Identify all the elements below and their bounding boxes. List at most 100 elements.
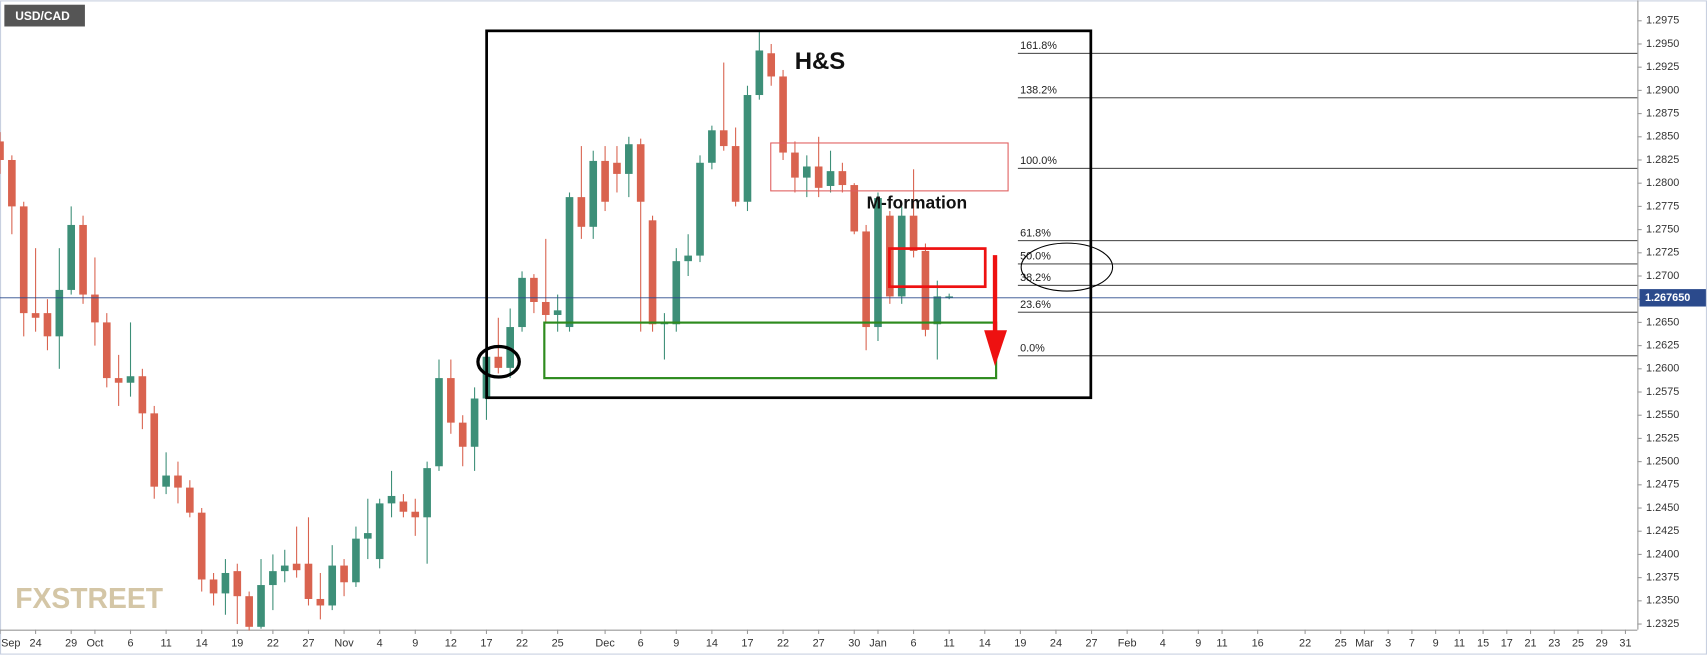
y-tick-label: 1.2575 [1646, 386, 1679, 398]
y-tick-label: 1.2925 [1646, 61, 1679, 73]
x-tick-label: 9 [1195, 638, 1201, 650]
candle-body [838, 171, 847, 186]
candle-body [43, 313, 52, 337]
x-tick-label: 25 [1335, 638, 1347, 650]
fib-label: 38.2% [1020, 272, 1051, 284]
x-tick-label: 27 [302, 638, 314, 650]
x-tick-label: Dec [595, 638, 615, 650]
candle-body [387, 495, 396, 504]
x-tick-label: 22 [516, 638, 528, 650]
candle-body [19, 206, 28, 314]
arrow-head [984, 330, 1007, 367]
fib-label: 0.0% [1020, 342, 1045, 354]
y-tick-label: 1.2600 [1646, 363, 1679, 375]
x-tick-label: 16 [1252, 638, 1264, 650]
candle-body [292, 563, 301, 571]
x-tick-label: 11 [1454, 638, 1465, 650]
y-tick-label: 1.2350 [1646, 595, 1679, 607]
x-tick-label: 29 [65, 638, 77, 650]
fib-label: 138.2% [1020, 84, 1057, 96]
x-tick-label: 19 [231, 638, 243, 650]
fib-label: 23.6% [1020, 299, 1051, 311]
x-tick-label: 9 [412, 638, 418, 650]
breakout-circle [476, 344, 521, 379]
candle-body [625, 144, 633, 174]
candle-body [696, 162, 704, 256]
candle-body [767, 53, 776, 77]
candle-body [447, 378, 455, 423]
x-tick-label: 25 [1572, 638, 1584, 650]
x-tick-label: 9 [1433, 638, 1439, 650]
candle-body [494, 356, 503, 368]
candle-body [328, 565, 337, 606]
candle-body [933, 296, 942, 325]
candle-body [363, 533, 372, 539]
candle-body [411, 511, 420, 518]
x-tick-label: 14 [706, 638, 718, 650]
x-tick-label: 14 [196, 638, 208, 650]
y-tick-label: 1.2900 [1646, 84, 1679, 96]
fib-label: 61.8% [1020, 227, 1051, 239]
candle-body [601, 160, 609, 202]
candle-body [31, 313, 40, 318]
candle-body [150, 413, 159, 487]
y-tick-label: 1.2975 [1646, 15, 1679, 27]
x-tick-label: 29 [1596, 638, 1608, 650]
candle-body [209, 579, 218, 594]
candle-body [304, 563, 313, 599]
x-tick-label: 9 [673, 638, 679, 650]
x-tick-label: 3 [1385, 638, 1391, 650]
candle-body [423, 468, 431, 518]
candle-body [708, 130, 716, 163]
candle-body [280, 565, 289, 572]
x-tick-label: 6 [127, 638, 133, 650]
candle-body [186, 487, 194, 513]
x-tick-label: 6 [638, 638, 644, 650]
last-price-label: 1.267650 [1645, 292, 1690, 304]
fib-label: 100.0% [1020, 155, 1057, 167]
candle-body [269, 571, 277, 586]
y-tick-label: 1.2800 [1646, 177, 1679, 189]
resistance-box [888, 247, 987, 289]
x-tick-label: 11 [944, 638, 955, 650]
y-tick-label: 1.2550 [1646, 409, 1679, 421]
x-tick-label: 4 [1160, 638, 1166, 650]
candle-body [755, 50, 764, 96]
candle-body [435, 378, 443, 467]
candle-body [636, 144, 645, 202]
formation-label: M-formation [867, 192, 968, 212]
y-tick-label: 1.2950 [1646, 38, 1679, 50]
candle-body [91, 294, 99, 323]
y-tick-label: 1.2875 [1646, 107, 1679, 119]
candle-body [174, 475, 182, 488]
x-tick-label: 31 [1619, 638, 1631, 650]
x-tick-label: 25 [552, 638, 564, 650]
candle-body [257, 585, 265, 627]
candle-body [553, 310, 562, 315]
x-tick-label: 15 [1477, 638, 1489, 650]
candle-body [719, 130, 728, 147]
x-tick-label: 22 [267, 638, 279, 650]
symbol-badge [4, 4, 85, 27]
x-tick-label: 24 [30, 638, 42, 650]
candle-body [589, 160, 598, 227]
x-tick-label: 11 [160, 638, 171, 650]
fib-label: 50.0% [1020, 251, 1051, 263]
fib-circle [1020, 242, 1114, 292]
candle-body [458, 422, 467, 447]
y-tick-label: 1.2825 [1646, 154, 1679, 166]
candle-body [233, 571, 242, 597]
y-tick-label: 1.2450 [1646, 502, 1679, 514]
y-tick-label: 1.2475 [1646, 479, 1679, 491]
candle-body [102, 322, 111, 379]
candle-body [565, 197, 574, 328]
candle-body [945, 296, 953, 298]
chart-title: USD/CAD [15, 9, 70, 23]
y-tick-label: 1.2725 [1646, 247, 1679, 259]
candle-body [731, 146, 740, 202]
candle-body [850, 185, 859, 232]
x-tick-label: 21 [1524, 638, 1536, 650]
